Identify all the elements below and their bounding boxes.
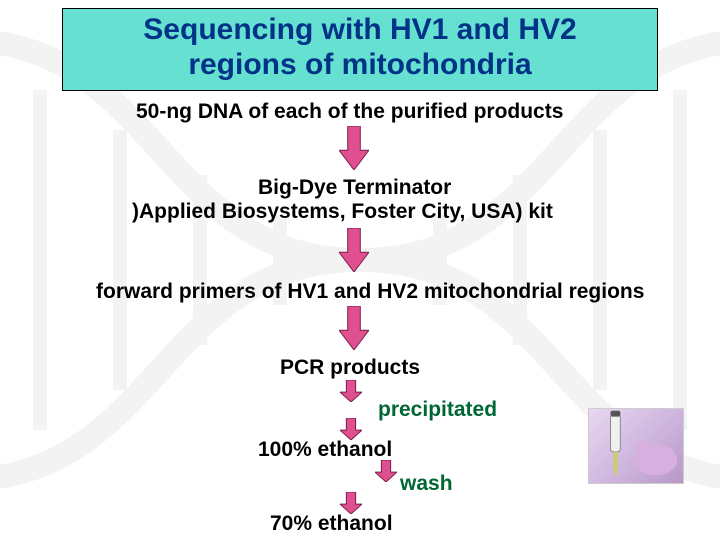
flow-step-8: 70% ethanol (270, 512, 393, 536)
flow-step-3: forward primers of HV1 and HV2 mitochond… (96, 280, 644, 304)
pipette-icon (589, 408, 683, 484)
down-arrow-icon (375, 460, 397, 482)
flow-step-1: Big-Dye Terminator (258, 176, 451, 200)
down-arrow-icon (340, 492, 362, 514)
slide-title-box: Sequencing with HV1 and HV2 regions of m… (62, 8, 658, 91)
flow-step-2: )Applied Biosystems, Foster City, USA) k… (132, 200, 553, 224)
lab-photo (588, 408, 684, 484)
flow-step-7: wash (400, 472, 453, 496)
down-arrow-icon (339, 126, 369, 170)
flow-step-6: 100% ethanol (258, 438, 392, 462)
slide-title-line2: regions of mitochondria (69, 48, 651, 83)
down-arrow-icon (340, 418, 362, 440)
flow-step-0: 50-ng DNA of each of the purified produc… (136, 100, 563, 124)
slide-title-line1: Sequencing with HV1 and HV2 (69, 13, 651, 48)
down-arrow-icon (340, 380, 362, 402)
flow-step-5: precipitated (378, 398, 497, 422)
down-arrow-icon (339, 228, 369, 272)
flow-step-4: PCR products (280, 356, 420, 380)
down-arrow-icon (339, 306, 369, 350)
